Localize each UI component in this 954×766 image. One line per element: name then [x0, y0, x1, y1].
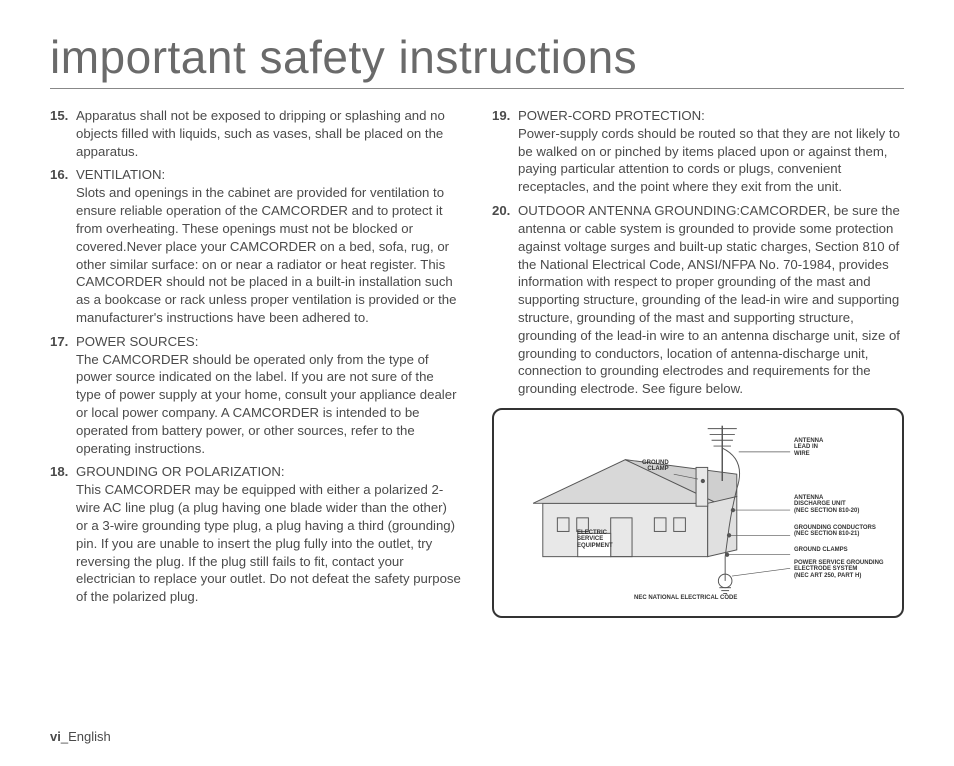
footer-sep: _ — [61, 729, 68, 744]
item-number: 20. — [492, 202, 518, 398]
label-grounding-conductors: GROUNDING CONDUCTORS (NEC SECTION 810-21… — [794, 525, 876, 538]
item-20: 20. OUTDOOR ANTENNA GROUNDING:CAMCORDER,… — [492, 202, 904, 398]
grounding-diagram: ANTENNA LEAD IN WIRE GROUND CLAMP ANTENN… — [492, 408, 904, 618]
left-column: 15. Apparatus shall not be exposed to dr… — [50, 107, 462, 618]
label-ground-clamp: GROUND CLAMP — [642, 460, 669, 473]
item-number: 19. — [492, 107, 518, 196]
label-antenna-lead: ANTENNA LEAD IN WIRE — [794, 438, 823, 457]
page-footer: vi_English — [50, 729, 111, 744]
figure-caption: NEC NATIONAL ELECTRICAL CODE — [634, 595, 737, 601]
item-heading: OUTDOOR ANTENNA GROUNDING: — [518, 203, 740, 218]
label-electric-service: ELECTRIC SERVICE EQUIPMENT — [577, 530, 613, 549]
footer-page: vi — [50, 729, 61, 744]
item-17: 17. POWER SOURCES: The CAMCORDER should … — [50, 333, 462, 458]
item-18: 18. GROUNDING OR POLARIZATION: This CAMC… — [50, 463, 462, 606]
content-columns: 15. Apparatus shall not be exposed to dr… — [50, 107, 904, 618]
item-19: 19. POWER-CORD PROTECTION: Power-supply … — [492, 107, 904, 196]
label-discharge-unit: ANTENNA DISCHARGE UNIT (NEC SECTION 810-… — [794, 495, 859, 514]
item-text: This CAMCORDER may be equipped with eith… — [76, 482, 461, 604]
item-heading: VENTILATION: — [76, 167, 165, 182]
footer-lang: English — [68, 729, 111, 744]
item-number: 15. — [50, 107, 76, 160]
page-title: important safety instructions — [50, 30, 904, 89]
item-number: 18. — [50, 463, 76, 606]
item-heading: POWER-CORD PROTECTION: — [518, 108, 705, 123]
item-16: 16. VENTILATION: Slots and openings in t… — [50, 166, 462, 326]
item-number: 16. — [50, 166, 76, 326]
item-text: Power-supply cords should be routed so t… — [518, 126, 900, 194]
item-text: Apparatus shall not be exposed to drippi… — [76, 108, 445, 159]
label-ground-clamps: GROUND CLAMPS — [794, 547, 848, 553]
right-column: 19. POWER-CORD PROTECTION: Power-supply … — [492, 107, 904, 618]
item-heading: POWER SOURCES: — [76, 334, 198, 349]
label-power-service: POWER SERVICE GROUNDING ELECTRODE SYSTEM… — [794, 560, 884, 579]
item-heading: GROUNDING OR POLARIZATION: — [76, 464, 285, 479]
item-text: The CAMCORDER should be operated only fr… — [76, 352, 456, 456]
item-text: CAMCORDER, be sure the antenna or cable … — [518, 203, 900, 396]
item-number: 17. — [50, 333, 76, 458]
item-text: Slots and openings in the cabinet are pr… — [76, 185, 456, 325]
item-15: 15. Apparatus shall not be exposed to dr… — [50, 107, 462, 160]
